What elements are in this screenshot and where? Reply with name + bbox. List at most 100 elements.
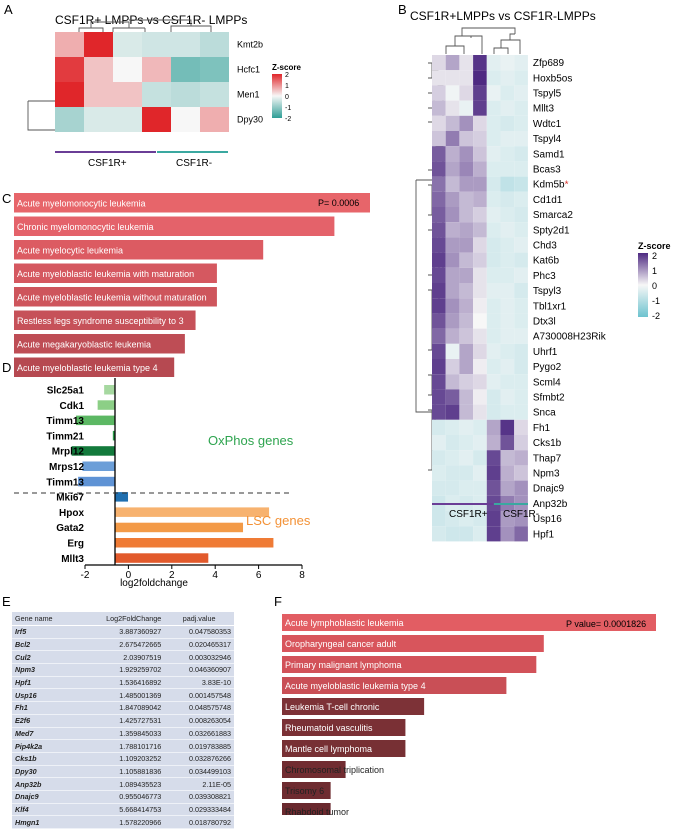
bar-f-label: Chromosomal triplication	[285, 765, 384, 775]
heatmap-b-cell	[486, 359, 501, 375]
heatmap-b-cell	[445, 55, 460, 71]
x-axis-label-d: log2foldchange	[120, 578, 188, 589]
heatmap-b-cell	[432, 237, 446, 253]
heatmap-b-row-label: Kat6b	[533, 256, 560, 267]
heatmap-b-cell	[473, 283, 487, 299]
heatmap-b-cell	[473, 55, 487, 71]
heatmap-b-cell	[486, 191, 501, 207]
heatmap-b-cell	[500, 328, 515, 344]
heatmap-b-cell	[500, 313, 515, 329]
heatmap-b-cell	[514, 465, 528, 481]
legend-a-colorbar	[272, 74, 282, 118]
heatmap-b-cell	[486, 374, 501, 390]
heatmap-b-cell	[473, 328, 487, 344]
heatmap-b-row-label: Thap7	[533, 453, 562, 464]
heatmap-b-cell	[514, 480, 528, 496]
heatmap-b-cell	[432, 161, 446, 177]
cell-gene-name: Med7	[12, 727, 76, 741]
legend-a-tick: 1	[285, 83, 289, 90]
heatmap-b-cell	[473, 526, 487, 542]
heatmap-b-cell	[459, 419, 474, 435]
cell-padj-value: 3.83E-10	[164, 676, 234, 690]
panel-label-e: E	[2, 594, 11, 609]
heatmap-b-cell	[514, 313, 528, 329]
heatmap-b-cell	[432, 450, 446, 466]
header-padj-value: padj.value	[164, 612, 234, 626]
heatmap-b-cell	[486, 435, 501, 451]
heatmap-b-row-label: Hoxb5os	[533, 73, 572, 84]
heatmap-b-cell	[514, 237, 528, 253]
cell-log2foldchange: 1.929259702	[75, 663, 165, 677]
heatmap-b-cell	[459, 374, 474, 390]
group-label-oxphos: OxPhos genes	[208, 433, 294, 448]
heatmap-b-row-label: Cd1d1	[533, 195, 563, 206]
heatmap-a-cell	[55, 107, 84, 132]
heatmap-b-cell	[432, 115, 446, 131]
bar-d	[78, 476, 115, 487]
heatmap-b-cell	[486, 131, 501, 147]
bar-d-label: Erg	[67, 539, 84, 550]
x-tick-label-d: -2	[81, 570, 90, 581]
heatmap-b-cell	[432, 207, 446, 223]
cell-padj-value: 2.11E-05	[164, 777, 234, 791]
bar-f	[282, 635, 544, 652]
heatmap-b-cell	[432, 343, 446, 359]
table-row: Med7 1.359845033 0.032661883	[12, 727, 234, 741]
heatmap-b-cell	[459, 131, 474, 147]
cell-log2foldchange: 1.105881836	[75, 765, 165, 779]
cell-padj-value: 0.034499103	[164, 765, 234, 779]
bar-c	[14, 263, 217, 283]
heatmap-b-cell	[473, 419, 487, 435]
bar-c-label: Acute myeloblastic leukemia type 4	[17, 363, 158, 373]
heatmap-b-cell	[514, 176, 528, 192]
heatmap-b-cell	[459, 146, 474, 162]
heatmap-b-cell	[459, 511, 474, 527]
heatmap-b-cell	[459, 298, 474, 314]
bar-f-label: Acute lymphoblastic leukemia	[285, 618, 404, 628]
heatmap-b-cell	[514, 389, 528, 405]
heatmap-b-row-label: Zfp689	[533, 58, 565, 69]
heatmap-b-row-label: Tbl1xr1	[533, 301, 567, 312]
heatmap-b-cell	[500, 252, 515, 268]
heatmap-b-cell	[500, 526, 515, 542]
heatmap-b-cell	[486, 313, 501, 329]
heatmap-b-cell	[514, 85, 528, 101]
panel-label-b: B	[398, 2, 407, 17]
cell-padj-value: 0.020465317	[164, 638, 234, 652]
legend-b-tick: 2	[652, 251, 657, 261]
heatmap-b-cell	[473, 85, 487, 101]
heatmap-b-row-label: Phc3	[533, 271, 556, 282]
cell-log2foldchange: 1.485001369	[75, 688, 165, 703]
table-row: Cks1b 1.109203252 0.032876266	[12, 752, 234, 766]
heatmap-a-cell	[55, 57, 84, 82]
heatmap-b-cell	[459, 70, 474, 86]
heatmap-b-title: CSF1R+LMPPs vs CSF1R-LMPPs	[410, 9, 596, 23]
heatmap-b-cell	[445, 389, 460, 405]
heatmap-b-cell	[486, 511, 501, 527]
heatmap-b-cell	[514, 283, 528, 299]
heatmap-b-row-label: Snca	[533, 408, 556, 419]
heatmap-b-cell	[445, 222, 460, 238]
heatmap-b-cell	[514, 328, 528, 344]
bar-chart-f: Acute lymphoblastic leukemia Oropharyngea…	[282, 614, 656, 815]
heatmap-b-cell	[473, 374, 487, 390]
heatmap-b-cell	[514, 191, 528, 207]
heatmap-b-row-label: Scml4	[533, 377, 561, 388]
heatmap-b-cell	[445, 511, 460, 527]
bar-chart-c: Acute myelomonocytic leukemia Chronic mye…	[14, 193, 370, 377]
heatmap-b-cell	[514, 374, 528, 390]
heatmap-b-cell	[445, 313, 460, 329]
heatmap-b-cell	[459, 343, 474, 359]
heatmap-b-cell	[432, 252, 446, 268]
heatmap-b-cell	[500, 298, 515, 314]
heatmap-b-cell	[473, 404, 487, 420]
heatmap-b-cell	[459, 480, 474, 496]
heatmap-a-cell	[84, 82, 113, 107]
heatmap-b-row-label: Dnajc9	[533, 484, 565, 495]
bar-c	[14, 334, 185, 354]
table-row: Hpf1 1.536416892 3.83E-10	[12, 676, 234, 690]
bar-f-label: Primary malignant lymphoma	[285, 660, 402, 670]
bar-d	[97, 400, 115, 410]
heatmap-a-cell	[142, 57, 171, 82]
heatmap-b-cell	[514, 435, 528, 451]
